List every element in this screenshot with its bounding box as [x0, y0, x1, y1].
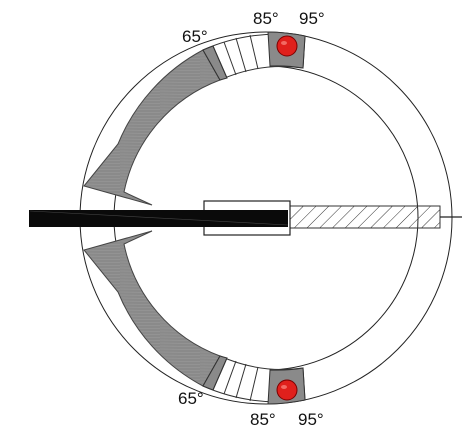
- top-label-95: 95°: [299, 9, 325, 28]
- hatched-rod: [289, 205, 441, 229]
- bottom-scale-tick: [212, 357, 228, 391]
- bottom-label-65: 65°: [178, 389, 204, 408]
- lower-rotation-arrow: [83, 230, 221, 387]
- top-marker-red-dot-icon: [276, 35, 298, 57]
- top-label-85: 85°: [253, 9, 279, 28]
- top-marker-highlight: [281, 41, 287, 45]
- top-scale: [202, 31, 306, 81]
- bottom-marker-highlight: [281, 385, 287, 389]
- bottom-scale-tick: [223, 360, 237, 395]
- top-scale-tick: [249, 34, 259, 70]
- bottom-scale: [202, 355, 306, 405]
- bottom-label-85: 85°: [250, 410, 276, 429]
- black-rod: [29, 210, 288, 227]
- upper-rotation-arrow: [83, 49, 221, 206]
- rod-assembly: [29, 200, 462, 236]
- rod-guide-line: [29, 210, 289, 226]
- top-scale-tick: [223, 41, 237, 76]
- bottom-label-95: 95°: [298, 410, 324, 429]
- top-scale-tick: [235, 37, 247, 73]
- top-scale-tick: [212, 45, 228, 79]
- top-label-65: 65°: [182, 27, 208, 46]
- bottom-marker-red-dot-icon: [276, 379, 298, 401]
- bottom-scale-tick: [235, 363, 247, 399]
- bottom-scale-tick: [249, 366, 259, 402]
